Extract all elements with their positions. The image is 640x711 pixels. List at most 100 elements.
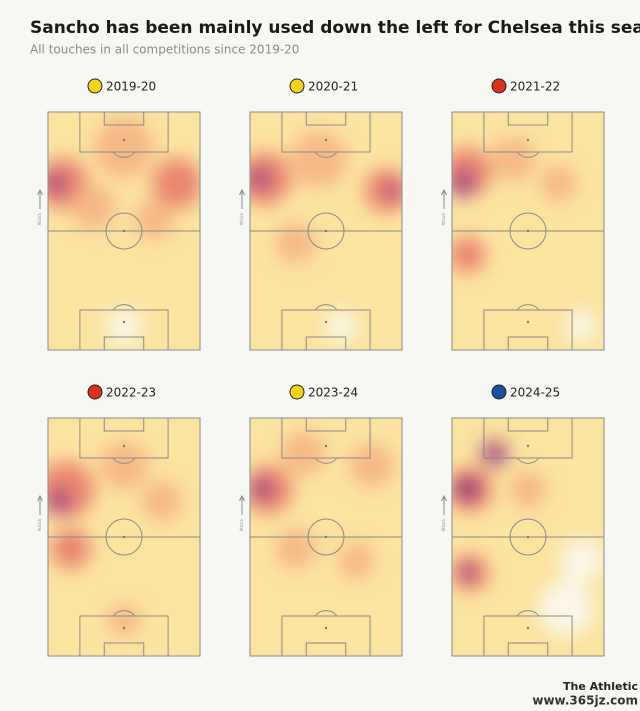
pitch-spot	[324, 320, 328, 324]
heat-blob	[94, 117, 154, 178]
pitch-line	[441, 188, 447, 196]
season-label: 2019-20	[106, 80, 156, 94]
pitch-line	[509, 518, 547, 556]
club-logo	[491, 384, 507, 400]
pitch-line	[507, 111, 549, 126]
heat-blob	[106, 308, 142, 345]
heat-blob	[540, 165, 577, 202]
pitch-panel: 2021-22 Attack	[441, 78, 605, 351]
club-logo	[87, 78, 103, 94]
pitch-spot	[122, 535, 126, 539]
pitch-panel: 2023-24 Attack	[239, 384, 403, 657]
heat-blob	[108, 604, 140, 637]
pitch-line	[37, 188, 43, 196]
pitch-line	[105, 518, 143, 556]
heat-blob	[457, 562, 478, 583]
heat-blob	[349, 443, 394, 488]
heat-blob	[538, 580, 594, 637]
pitch-spot	[526, 444, 530, 448]
pitch-line	[103, 642, 145, 657]
pitch-line	[103, 417, 145, 432]
pitch-line	[239, 188, 245, 196]
pitch-spot	[122, 229, 126, 233]
heat-blob	[100, 441, 148, 490]
pitch-line	[509, 212, 547, 250]
pitch-spot	[122, 444, 126, 448]
heat-blob	[364, 168, 402, 213]
heat-blob	[71, 185, 116, 230]
season-label: 2020-21	[308, 80, 358, 94]
pitch-spot	[526, 320, 530, 324]
pitch-spot	[324, 138, 328, 142]
pitch-line	[305, 642, 347, 657]
pitch-spot	[526, 138, 530, 142]
attack-label: Attack	[441, 518, 446, 531]
watermark: www.365jz.com	[532, 694, 638, 708]
pitch-line	[103, 111, 145, 126]
heat-blob	[480, 439, 509, 468]
pitch-line	[516, 304, 540, 311]
heat-blob	[461, 481, 474, 494]
club-logo	[491, 78, 507, 94]
pitch-line	[516, 151, 540, 158]
pitch-spot	[324, 626, 328, 630]
pitch-line	[441, 494, 447, 502]
heat-blobs	[250, 431, 394, 579]
heat-blob	[559, 538, 604, 583]
season-label: 2022-23	[106, 386, 156, 400]
heat-blob	[338, 542, 375, 579]
pitch-line	[307, 518, 345, 556]
season-label: 2024-25	[510, 386, 560, 400]
attack-label: Attack	[441, 212, 446, 225]
heat-blob	[281, 431, 326, 476]
pitch-spot	[526, 535, 530, 539]
pitch-panel: 2020-21 Attack	[239, 78, 403, 351]
heat-blobs	[48, 441, 182, 637]
pitch-spot	[526, 229, 530, 233]
heat-blob	[275, 528, 316, 569]
pitch-line	[112, 151, 136, 158]
pitch-spot	[526, 626, 530, 630]
attack-label: Attack	[37, 518, 42, 531]
attack-label: Attack	[239, 212, 244, 225]
pitch-line	[239, 494, 245, 502]
pitch-line	[516, 610, 540, 617]
pitch-line	[37, 494, 43, 502]
pitch-line	[112, 457, 136, 464]
pitch-spot	[324, 229, 328, 233]
heat-blob	[134, 199, 175, 240]
subtitle: All touches in all competitions since 20…	[30, 43, 299, 57]
heat-blob	[275, 222, 316, 263]
pitch-panel: 2022-23 Attack	[37, 384, 201, 657]
heat-blob	[510, 471, 546, 508]
pitch-line	[307, 212, 345, 250]
pitch-line	[314, 304, 338, 311]
season-label: 2023-24	[308, 386, 358, 400]
pitch-spot	[122, 320, 126, 324]
pitch-line	[507, 642, 549, 657]
pitch-line	[507, 336, 549, 351]
heat-blob	[452, 236, 486, 273]
season-label: 2021-22	[510, 80, 560, 94]
heat-blobs	[452, 439, 604, 637]
heat-blob	[142, 481, 182, 522]
heat-blob	[50, 528, 91, 569]
club-logo	[289, 384, 305, 400]
heat-blobs	[452, 137, 598, 343]
brand: The Athletic	[563, 680, 638, 693]
club-logo	[87, 384, 103, 400]
attack-label: Attack	[37, 212, 42, 225]
title: Sancho has been mainly used down the lef…	[30, 18, 640, 38]
pitch-panel: 2024-25 Attack	[441, 384, 605, 657]
heat-blob	[250, 166, 272, 191]
pitch-line	[103, 336, 145, 351]
pitch-spot	[324, 444, 328, 448]
heat-blob	[565, 310, 598, 343]
heat-blob	[48, 488, 72, 515]
heat-blob	[48, 171, 68, 196]
attack-label: Attack	[239, 518, 244, 531]
pitch-panel: 2019-20 Attack	[37, 78, 201, 351]
heat-blob	[452, 169, 477, 198]
